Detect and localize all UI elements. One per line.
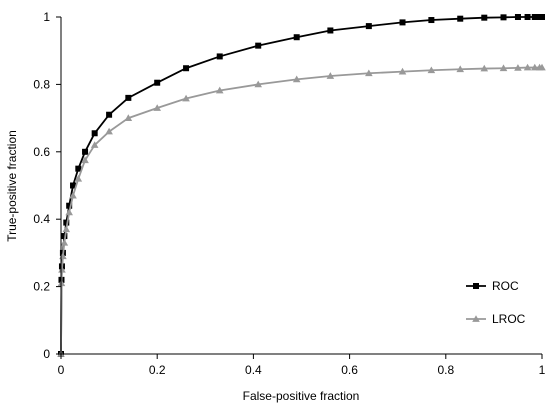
y-ticks: 0 0.2 0.4 0.6 0.8 1 — [33, 10, 61, 361]
data-point-lroc — [65, 208, 73, 216]
data-point-roc — [524, 14, 531, 20]
x-tick-label: 1 — [539, 363, 546, 377]
data-point-roc — [82, 148, 89, 155]
x-ticks: 0 0.2 0.4 0.6 0.8 1 — [58, 354, 546, 377]
legend-label: ROC — [492, 279, 519, 293]
data-point-lroc — [215, 86, 224, 94]
axes — [60, 17, 542, 355]
x-tick-label: 0.6 — [341, 363, 358, 377]
data-point-roc — [500, 14, 507, 21]
data-point-lroc — [538, 63, 546, 71]
legend-item-lroc: LROC — [466, 312, 526, 326]
y-tick-label: 0.8 — [33, 77, 50, 91]
data-point-roc — [63, 219, 70, 226]
data-point-lroc — [480, 64, 489, 72]
data-point-lroc — [182, 94, 190, 102]
x-tick-label: 0.8 — [437, 363, 454, 377]
data-point-roc — [531, 14, 538, 20]
series-line-roc — [60, 16, 542, 355]
data-point-roc — [293, 34, 300, 41]
data-point-lroc — [456, 65, 465, 73]
data-point-roc — [216, 53, 223, 60]
data-point-lroc — [105, 127, 113, 135]
data-point-lroc — [74, 174, 83, 182]
data-point-roc — [428, 17, 435, 24]
legend: ROC LROC — [466, 279, 526, 326]
data-point-lroc — [530, 63, 539, 71]
data-point-roc — [125, 94, 132, 101]
data-point-roc — [75, 165, 82, 172]
data-point-roc — [183, 65, 190, 72]
data-point-lroc — [365, 69, 373, 77]
x-tick-label: 0.4 — [245, 363, 262, 377]
series-line-lroc — [60, 66, 542, 355]
data-point-roc — [66, 202, 73, 209]
x-tick-label: 0.2 — [149, 363, 166, 377]
plot-area — [57, 14, 546, 357]
legend-marker — [472, 315, 480, 322]
data-point-roc — [70, 182, 77, 189]
data-point-roc — [539, 14, 545, 20]
y-tick-label: 1 — [43, 10, 50, 24]
data-point-lroc — [69, 191, 77, 199]
data-point-roc — [514, 14, 521, 20]
data-point-lroc — [124, 114, 133, 121]
data-point-lroc — [514, 64, 522, 71]
x-tick-label: 0 — [58, 363, 65, 377]
data-point-lroc — [60, 238, 69, 246]
data-point-roc — [91, 130, 98, 137]
data-point-roc — [61, 233, 68, 240]
data-point-lroc — [153, 104, 161, 111]
legend-label: LROC — [492, 312, 526, 326]
data-point-lroc — [398, 67, 407, 75]
y-axis-title: True-positive fraction — [5, 130, 19, 242]
data-point-lroc — [90, 141, 99, 148]
data-point-roc — [327, 27, 334, 34]
data-point-lroc — [427, 66, 436, 74]
data-point-roc — [481, 14, 488, 21]
data-point-roc — [365, 23, 372, 30]
data-point-roc — [399, 19, 406, 26]
data-point-lroc — [499, 64, 508, 72]
data-point-roc — [457, 15, 464, 22]
data-point-lroc — [62, 225, 71, 233]
y-tick-label: 0.4 — [33, 212, 50, 226]
data-point-lroc — [254, 80, 263, 88]
data-point-roc — [255, 42, 262, 49]
x-axis-title: False-positive fraction — [243, 389, 360, 403]
series-lroc — [57, 63, 546, 357]
data-point-lroc — [58, 265, 66, 273]
data-point-roc — [106, 111, 113, 118]
y-tick-label: 0.6 — [33, 145, 50, 159]
data-point-lroc — [326, 72, 335, 79]
legend-item-roc: ROC — [466, 279, 519, 293]
series-roc — [58, 14, 545, 357]
y-tick-label: 0.2 — [33, 280, 50, 294]
data-point-roc — [154, 79, 161, 86]
data-point-lroc — [292, 75, 301, 83]
data-point-lroc — [523, 63, 532, 71]
legend-marker — [473, 283, 479, 289]
data-point-lroc — [81, 156, 89, 164]
y-tick-label: 0 — [43, 347, 50, 361]
